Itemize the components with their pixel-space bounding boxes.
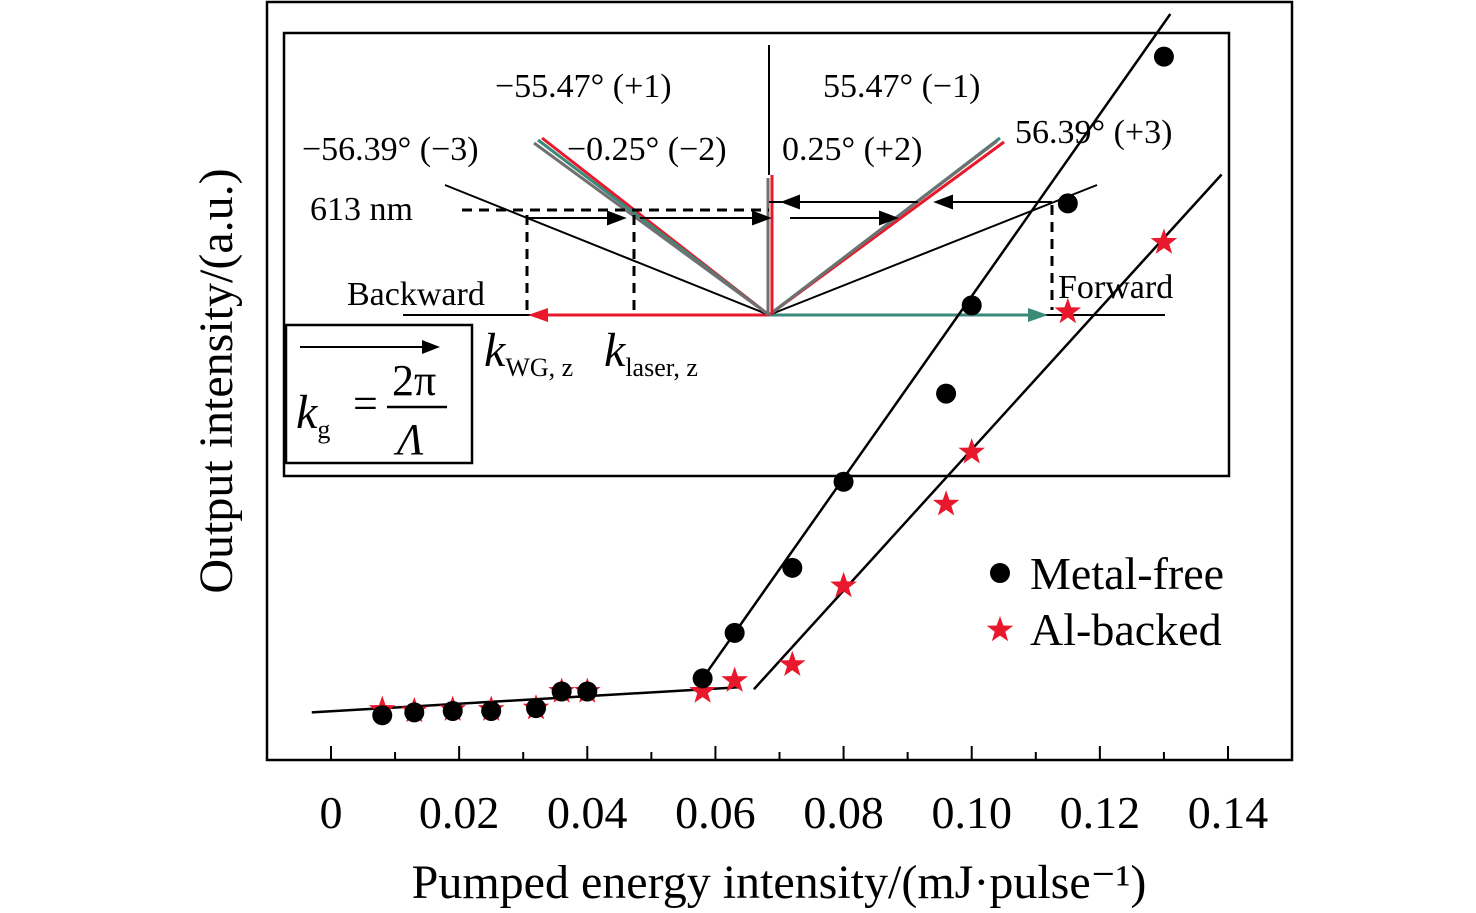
svg-text:Λ: Λ	[393, 415, 424, 464]
data-point	[1150, 228, 1178, 254]
inset-ray-left-gray	[533, 141, 770, 317]
inset-label-wavelength: 613 nm	[310, 191, 413, 228]
x-axis-label: Pumped energy intensity/(mJ·pulse⁻¹)	[412, 856, 1147, 909]
svg-text:2π: 2π	[392, 356, 436, 405]
x-tick-label: 0.02	[419, 787, 500, 838]
legend-label-al-backed: Al-backed	[1030, 604, 1222, 655]
data-point	[692, 668, 713, 689]
y-axis-label: Output intensity/(a.u.)	[190, 168, 243, 593]
svg-text:kg: kg	[296, 386, 330, 444]
inset-label-minus2: −0.25° (−2)	[567, 131, 727, 168]
data-point	[830, 571, 857, 598]
data-point	[932, 490, 960, 516]
inset-label-plus3: 56.39° (+3)	[1015, 114, 1172, 151]
inset: −55.47° (+1) 55.47° (−1) −56.39° (−3) −0…	[282, 31, 1231, 478]
data-point	[1054, 297, 1082, 324]
fit-line-1	[701, 13, 1172, 680]
inset-label-k-wg: kWG, z	[484, 324, 573, 382]
inset-label-k-laser: klaser, z	[604, 324, 698, 382]
inset-label-minus1: 55.47° (−1)	[823, 68, 980, 105]
inset-label-forward: Forward	[1058, 269, 1173, 306]
data-point	[689, 677, 716, 703]
series-metal-free	[372, 46, 1174, 726]
x-tick-label: 0.04	[547, 787, 628, 838]
data-point	[551, 681, 572, 702]
x-tick-label: 0.10	[931, 787, 1012, 838]
legend-circle	[990, 563, 1010, 583]
data-point	[481, 700, 502, 721]
x-tick-label: 0.14	[1188, 787, 1269, 838]
x-tick-label: 0	[320, 787, 343, 838]
x-tick-label: 0.08	[803, 787, 884, 838]
x-tick-label: 0.12	[1060, 787, 1141, 838]
inset-label-plus2: 0.25° (+2)	[782, 131, 922, 168]
data-point	[833, 471, 854, 492]
legend-marker-metal-free	[990, 563, 1010, 583]
inset-label-minus3: −56.39° (−3)	[302, 131, 479, 168]
data-point	[1153, 46, 1174, 67]
data-point	[958, 438, 985, 464]
data-point	[721, 666, 748, 692]
data-point	[779, 650, 806, 676]
x-axis-ticks: 0 0.02 0.04 0.06 0.08 0.10 0.12 0.14	[320, 746, 1269, 838]
inset-ray-left-outer	[444, 184, 770, 316]
legend-label-metal-free: Metal-free	[1030, 548, 1224, 599]
data-point	[577, 681, 598, 702]
fit-line-2	[752, 173, 1223, 691]
data-point	[1057, 193, 1078, 214]
legend-marker-al-backed	[986, 616, 1014, 642]
inset-frame	[282, 31, 1231, 478]
data-point	[404, 702, 425, 723]
inset-formula-kg: kg = 2π Λ	[284, 323, 474, 465]
data-series	[368, 46, 1178, 726]
inset-backward-arrowhead	[528, 308, 548, 322]
inset-label-plus1: −55.47° (+1)	[495, 68, 672, 105]
inset-forward-arrowhead	[1028, 308, 1048, 322]
inset-small-arrows	[527, 194, 1052, 226]
data-point	[961, 295, 982, 316]
inset-ray-right-gray	[768, 139, 998, 317]
legend: Metal-free Al-backed	[986, 548, 1224, 655]
data-point	[936, 383, 957, 404]
legend-star	[986, 616, 1014, 642]
data-point	[724, 622, 745, 643]
inset-label-backward: Backward	[347, 276, 485, 313]
inset-ray-right-outer	[768, 184, 1098, 316]
data-point	[372, 705, 393, 726]
x-tick-label: 0.06	[675, 787, 756, 838]
data-point	[442, 700, 463, 721]
svg-text:=: =	[353, 379, 378, 428]
data-point	[526, 698, 547, 719]
data-point	[782, 557, 803, 578]
